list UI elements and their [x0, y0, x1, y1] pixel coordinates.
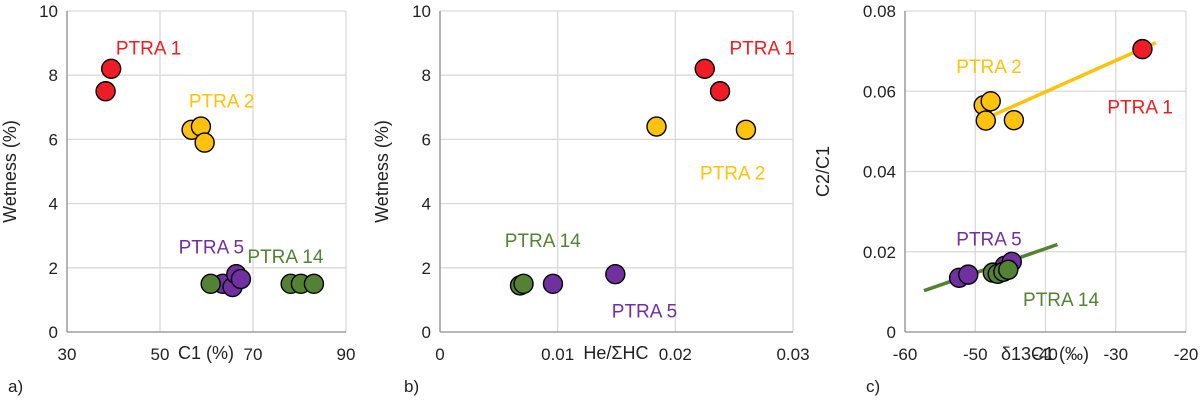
x-tick-label: 0.02 — [659, 345, 692, 364]
y-tick-label: 6 — [422, 130, 431, 149]
series-label-ptra-1: PTRA 1 — [729, 38, 794, 59]
panel-label: c) — [866, 377, 880, 396]
y-tick-label: 0 — [887, 323, 896, 342]
data-point-ptra-1 — [95, 81, 116, 102]
y-tick-label: 0.06 — [863, 82, 896, 101]
y-tick-label: 0 — [422, 323, 431, 342]
data-point-ptra-1 — [694, 58, 715, 79]
x-tick-label: 0.03 — [776, 345, 809, 364]
series-label-ptra-1: PTRA 1 — [116, 38, 181, 59]
series-label-ptra-14: PTRA 14 — [1023, 290, 1099, 311]
data-point-ptra-2 — [1003, 109, 1025, 131]
panel-label: b) — [404, 377, 419, 396]
y-tick-label: 10 — [39, 2, 58, 21]
y-axis-title: Wetness (%) — [0, 120, 20, 223]
panel-label: a) — [8, 377, 23, 396]
series-label-ptra-14: PTRA 14 — [247, 247, 323, 268]
series-label-ptra-5: PTRA 5 — [956, 230, 1021, 251]
series-label-ptra-5: PTRA 5 — [179, 237, 244, 258]
trendline-ptra-2 — [978, 41, 1157, 123]
data-point-ptra-2 — [194, 132, 215, 153]
y-tick-label: 0.02 — [863, 243, 896, 262]
x-tick-label: -50 — [963, 345, 988, 364]
series-label-ptra-14: PTRA 14 — [505, 231, 581, 252]
series-label-ptra-2: PTRA 2 — [189, 91, 254, 112]
series-label-ptra-2: PTRA 2 — [700, 164, 765, 185]
data-point-ptra-1 — [100, 58, 122, 79]
y-tick-label: 4 — [422, 195, 431, 214]
y-tick-label: 0.04 — [863, 163, 896, 182]
x-axis-title: C1 (%) — [178, 343, 234, 363]
series-label-ptra-2: PTRA 2 — [956, 57, 1021, 78]
x-tick-label: -30 — [1103, 345, 1128, 364]
y-tick-label: 6 — [49, 130, 58, 149]
data-point-ptra-1 — [709, 81, 731, 102]
y-tick-label: 0.08 — [863, 2, 896, 21]
y-axis-title: C2/C1 — [813, 146, 833, 197]
data-point-ptra-2 — [646, 116, 667, 137]
panel-a-wetness-vs-c1: 30 50 70 90 0 2 4 6 8 10 C1 (%) Wetness (%) a) PTRA 1… — [0, 2, 355, 396]
y-tick-label: 2 — [49, 259, 58, 278]
x-tick-label: 50 — [151, 345, 170, 364]
y-tick-label: 4 — [49, 195, 58, 214]
data-point-ptra-14 — [513, 273, 534, 295]
x-tick-label: -40 — [1033, 345, 1058, 364]
data-point-ptra-2 — [735, 119, 757, 140]
panel-c-c2c1-vs-d13c1: -60 -50 -40 -30 -20 0 0.02 0.04 0.06 0.08 δ13C1 (‰… — [813, 2, 1198, 396]
y-axis-title: Wetness (%) — [372, 120, 392, 223]
x-axis-title: δ13C1 (‰) — [1001, 344, 1089, 364]
y-tick-label: 0 — [49, 323, 58, 342]
y-tick-label: 10 — [412, 2, 431, 21]
y-tick-label: 2 — [422, 259, 431, 278]
series-label-ptra-1: PTRA 1 — [1107, 97, 1172, 118]
panel-b-wetness-vs-he-hc: 0 0.01 0.02 0.03 0 2 4 6 8 10 He/ΣHC Wetness (%) b) P… — [372, 2, 810, 396]
data-point-ptra-14 — [200, 273, 221, 295]
x-tick-label: 30 — [58, 345, 77, 364]
data-point-ptra-5 — [605, 264, 626, 285]
x-tick-label: 0.01 — [541, 345, 574, 364]
data-point-ptra-14 — [998, 259, 1019, 281]
x-tick-label: 90 — [337, 345, 356, 364]
x-tick-label: 70 — [244, 345, 263, 364]
x-tick-label: -20 — [1174, 345, 1199, 364]
x-tick-label: -60 — [893, 345, 918, 364]
data-point-ptra-5 — [958, 264, 979, 285]
data-point-ptra-5 — [542, 273, 564, 295]
data-point-ptra-2 — [975, 110, 996, 131]
data-point-ptra-5 — [230, 268, 252, 290]
data-point-ptra-1 — [1132, 38, 1153, 60]
y-tick-label: 8 — [422, 66, 431, 85]
x-axis-title: He/ΣHC — [583, 343, 648, 363]
data-point-ptra-2 — [980, 91, 1001, 112]
y-tick-label: 8 — [49, 66, 58, 85]
series-label-ptra-5: PTRA 5 — [612, 302, 677, 323]
data-point-ptra-14 — [303, 273, 325, 295]
x-tick-label: 0 — [435, 345, 444, 364]
